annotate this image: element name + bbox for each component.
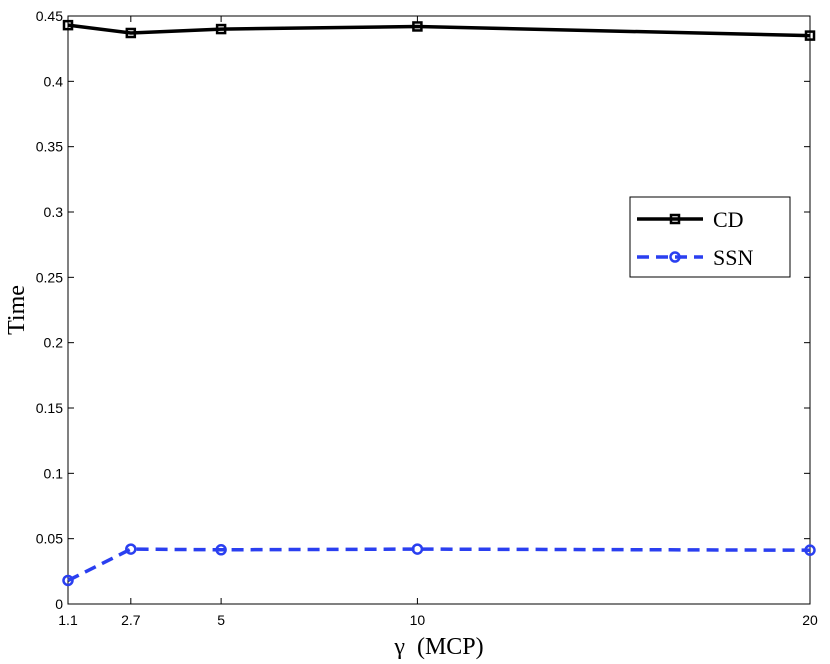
data-point-ssn — [215, 544, 227, 556]
legend-entries: CD SSN — [637, 207, 753, 270]
series-line-cd — [67, 23, 811, 38]
data-point-ssn — [125, 543, 137, 555]
series-line-ssn — [67, 547, 811, 583]
y-tick-label: 0.35 — [36, 139, 63, 155]
y-tick-label: 0.1 — [44, 465, 64, 481]
y-axis-ticks: 0 0.05 0.1 0.15 0.2 0.25 0.3 0.35 0.4 0.45 — [36, 8, 810, 612]
legend-label-cd: CD — [713, 207, 744, 232]
y-axis-label: Time — [4, 285, 30, 335]
x-tick-label: 1.1 — [58, 612, 78, 628]
x-axis-label: γ (MCP) — [393, 634, 483, 660]
data-point-cd — [215, 23, 227, 35]
data-point-cd — [62, 19, 74, 31]
series-ssn — [62, 543, 816, 587]
plot-area — [67, 15, 811, 605]
series-layer — [62, 19, 816, 587]
legend-box — [629, 196, 791, 278]
x-tick-label: 2.7 — [121, 612, 141, 628]
x-axis-ticks: 1.1 2.7 5 10 20 — [58, 16, 818, 628]
y-tick-label: 0.4 — [44, 73, 64, 89]
data-point-cd — [804, 30, 816, 41]
y-tick-label: 0.2 — [44, 335, 64, 351]
legend-marker-cd — [669, 213, 681, 225]
data-point-cd — [412, 21, 423, 32]
y-tick-label: 0.25 — [36, 269, 63, 285]
y-tick-label: 0.15 — [36, 400, 63, 416]
data-point-ssn — [804, 544, 816, 556]
data-point-cd — [125, 27, 137, 39]
y-tick-label: 0.45 — [36, 8, 63, 24]
y-tick-label: 0.05 — [36, 531, 63, 547]
legend: CD SSN — [629, 196, 791, 278]
x-tick-label: 10 — [410, 612, 426, 628]
data-point-ssn — [62, 574, 74, 587]
y-tick-label: 0 — [55, 596, 63, 612]
data-point-ssn — [411, 543, 424, 555]
x-tick-label: 5 — [217, 612, 225, 628]
y-tick-label: 0.3 — [44, 204, 64, 220]
legend-label-ssn: SSN — [713, 245, 753, 270]
legend-marker-ssn — [669, 251, 681, 263]
x-tick-label: 20 — [802, 612, 818, 628]
series-cd — [62, 19, 816, 41]
